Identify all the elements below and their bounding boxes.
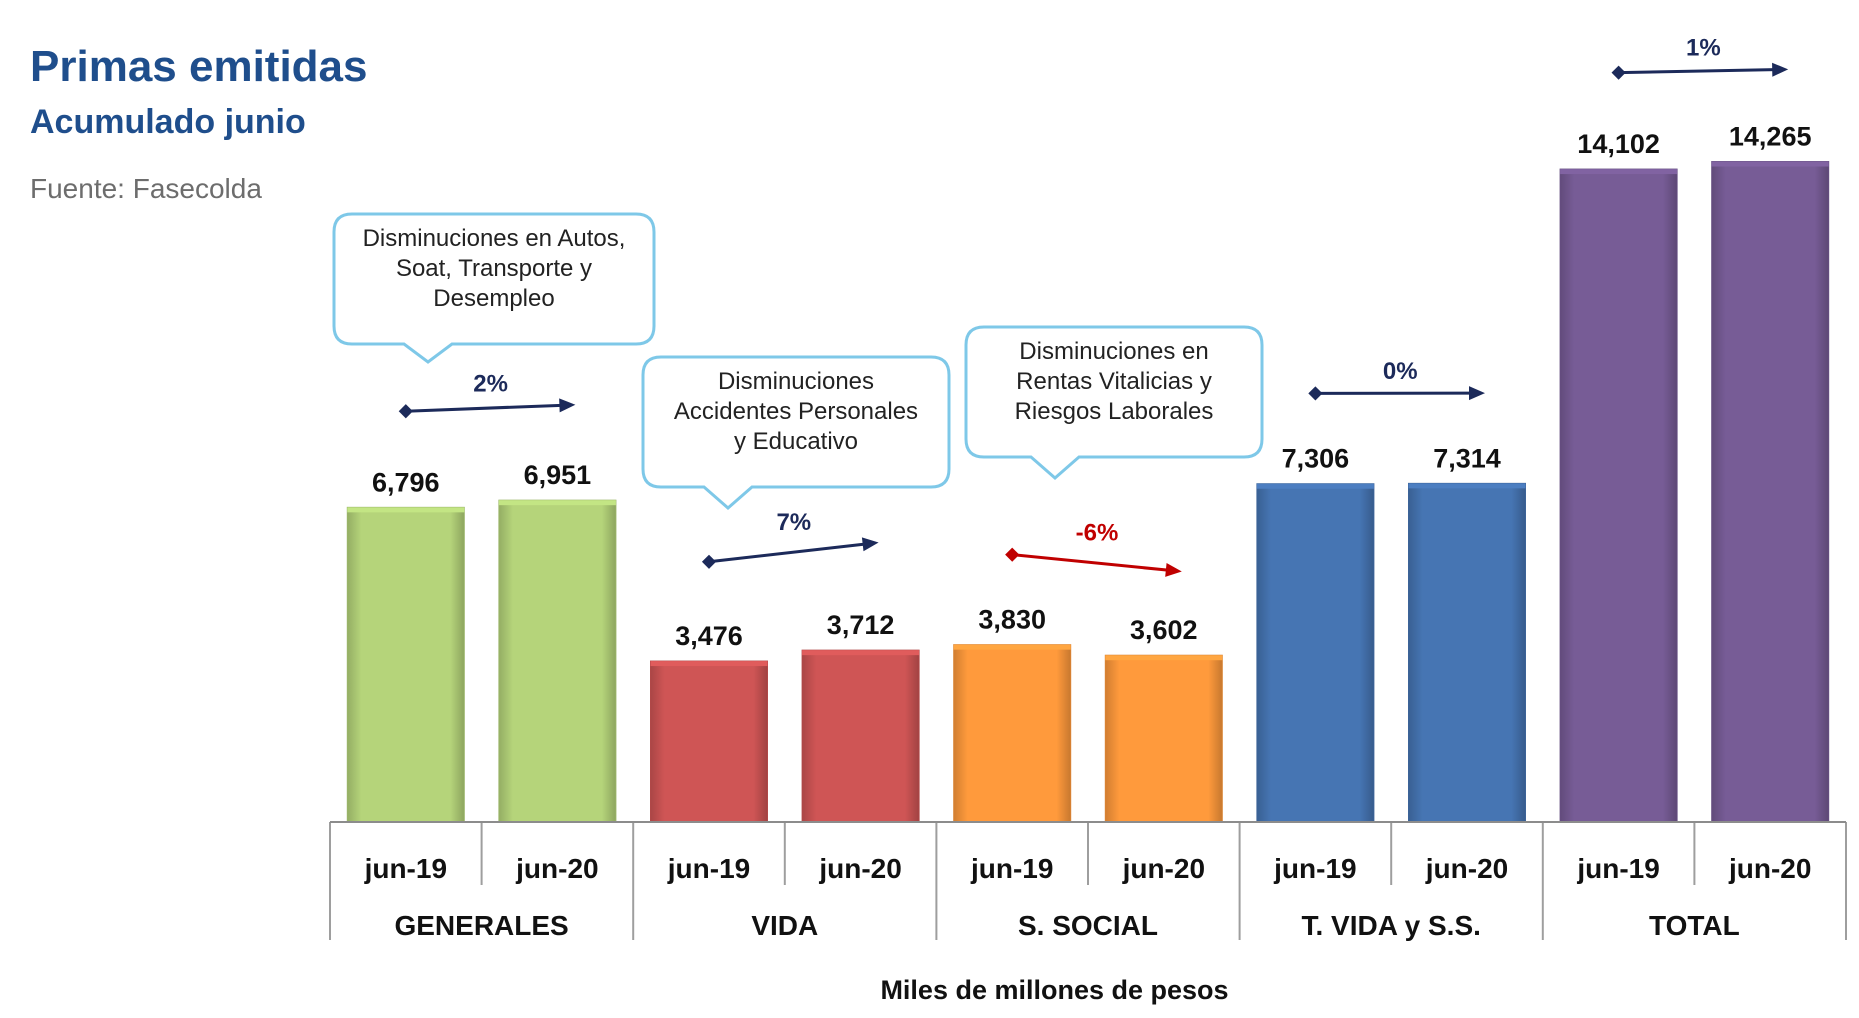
group-label: GENERALES [394, 910, 568, 941]
change-label: 2% [473, 370, 508, 397]
tick-label: jun-19 [1576, 853, 1659, 884]
bar [1711, 161, 1830, 823]
data-label: 7,314 [1433, 443, 1501, 473]
callout-line: y Educativo [733, 428, 859, 455]
trend-arrow-tail [1611, 65, 1626, 80]
data-label: 3,830 [978, 605, 1046, 635]
group-label: S. SOCIAL [1018, 910, 1158, 941]
callout-line: Rentas Vitalicias y [1016, 368, 1212, 395]
page-subtitle: Acumulado junio [30, 103, 306, 141]
trend-arrow-line [708, 542, 865, 564]
tick-label: jun-19 [667, 853, 750, 884]
tick-label: jun-20 [1425, 853, 1508, 884]
change-label: 1% [1686, 35, 1721, 62]
trend-arrow-line [405, 403, 562, 413]
trend-arrowhead [1772, 62, 1789, 77]
trend-arrowhead [861, 537, 879, 552]
trend-arrow-tail [1308, 386, 1323, 401]
bars-layer: 6,796 6,951 2% 3,476 3,712 7% 3,830 3,602 -6% 7,3… [346, 35, 1830, 823]
data-label: 3,712 [827, 610, 895, 640]
trend-arrow-line [1012, 553, 1168, 572]
callout-line: Accidentes Personales [673, 398, 919, 425]
bar [498, 499, 617, 823]
trend-arrow-line [1618, 68, 1775, 75]
tick-label: jun-20 [1728, 853, 1811, 884]
callout-line: Disminuciones en [1019, 338, 1209, 365]
bar [801, 649, 920, 823]
group-label: VIDA [751, 910, 818, 941]
tick-label: jun-19 [1273, 853, 1356, 884]
trend-arrow-tail [1005, 547, 1020, 562]
bar [346, 506, 465, 823]
trend-arrowhead [1468, 386, 1485, 401]
tick-label: jun-20 [515, 853, 598, 884]
change-label: 0% [1383, 358, 1418, 385]
callout-bubble [964, 325, 1264, 480]
data-label: 3,602 [1130, 615, 1198, 645]
callout-line: Riesgos Laborales [1014, 398, 1214, 425]
page-title: Primas emitidas [30, 42, 368, 91]
change-label: 7% [776, 509, 811, 536]
x-axis-title: Miles de millones de pesos [880, 975, 1229, 1005]
callout-line: Disminuciones en Autos, [362, 225, 626, 252]
bar-top-bevel [650, 661, 768, 667]
bar [650, 660, 768, 823]
trend-arrow-tail [398, 404, 413, 419]
change-label: -6% [1076, 520, 1119, 547]
bar-top-bevel [1408, 483, 1526, 489]
bar [1256, 483, 1375, 823]
callout-shapes [332, 212, 1264, 510]
callout-line: Disminuciones [717, 368, 875, 395]
bar-top-bevel [1711, 161, 1829, 167]
callout-vida: Disminuciones Accidentes Personales y Ed… [643, 357, 949, 487]
group-label: TOTAL [1649, 910, 1740, 941]
bar-top-bevel [1105, 655, 1223, 661]
tick-label: jun-20 [818, 853, 901, 884]
callout-generales: Disminuciones en Autos, Soat, Transporte… [334, 214, 654, 344]
bar-top-bevel [802, 650, 920, 656]
bar [1559, 168, 1678, 823]
tick-label: jun-20 [1122, 853, 1205, 884]
callout-line: Desempleo [433, 285, 555, 312]
callout-bubble [641, 355, 951, 510]
tick-label: jun-19 [364, 853, 447, 884]
group-label: T. VIDA y S.S. [1301, 910, 1480, 941]
callout-bubble [332, 212, 656, 364]
data-label: 7,306 [1282, 444, 1350, 474]
tick-label: jun-19 [970, 853, 1053, 884]
data-label: 6,796 [372, 467, 440, 497]
bar-top-bevel [953, 644, 1071, 650]
bar-top-bevel [1560, 169, 1678, 175]
data-label: 14,265 [1729, 122, 1812, 152]
source-note: Fuente: Fasecolda [30, 173, 262, 204]
bar-top-bevel [347, 507, 465, 513]
trend-arrow-tail [701, 554, 717, 569]
callout-line: Soat, Transporte y [395, 255, 593, 282]
callout-s-social: Disminuciones en Rentas Vitalicias y Rie… [966, 327, 1262, 457]
bar-top-bevel [498, 500, 616, 506]
data-label: 6,951 [524, 460, 592, 490]
bar-top-bevel [1256, 483, 1374, 489]
data-label: 3,476 [675, 621, 743, 651]
trend-arrowhead [1165, 562, 1182, 577]
data-label: 14,102 [1577, 129, 1660, 159]
bar [953, 644, 1072, 823]
bar [1408, 482, 1526, 823]
trend-arrowhead [559, 398, 576, 413]
bar [1104, 654, 1223, 823]
